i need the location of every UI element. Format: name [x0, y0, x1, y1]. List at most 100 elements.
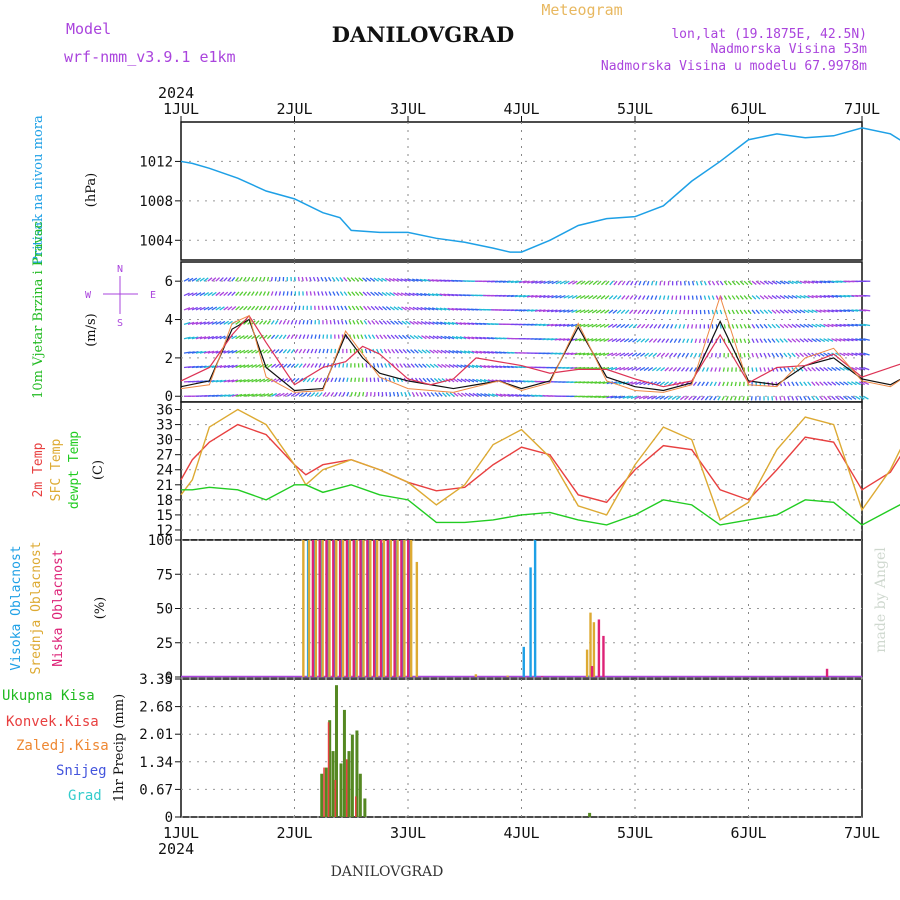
wind-arrow — [398, 334, 403, 340]
wind-arrow — [318, 392, 323, 397]
wind-arrow — [422, 377, 427, 383]
wind-arrow — [670, 324, 674, 329]
wind-arrow — [815, 381, 820, 386]
wind-arrow — [412, 278, 419, 282]
wind-arrow — [235, 393, 243, 397]
wind-arrow — [183, 321, 191, 325]
wind-arrow — [495, 393, 503, 397]
wind-arrow — [436, 349, 443, 354]
wind-arrow — [467, 322, 475, 325]
wind-arrow — [239, 291, 244, 296]
wind-arrow — [863, 323, 871, 327]
wind-arrow — [694, 338, 698, 344]
wind-arrow — [575, 323, 582, 328]
wind-arrow — [274, 320, 279, 325]
wind-arrow — [819, 309, 826, 313]
cloud-bar-mid — [403, 540, 406, 677]
wind-arrow — [510, 280, 518, 284]
wind-arrow — [235, 349, 242, 354]
wind-arrow — [334, 391, 338, 397]
wind-arrow — [799, 395, 803, 401]
wind-arrow — [839, 366, 845, 371]
wind-arrow — [763, 367, 766, 372]
wind-arrow — [819, 294, 827, 299]
wind-arrow — [783, 323, 789, 329]
wind-arrow — [431, 307, 439, 311]
cloud-bar-low — [332, 540, 335, 677]
wind-arrow — [642, 395, 650, 400]
wind-arrow — [389, 292, 395, 297]
cloud-bar-low — [372, 540, 376, 677]
wind-arrow — [408, 306, 415, 311]
wind-arrow — [455, 336, 463, 340]
wind-arrow — [341, 320, 344, 325]
wind-arrow — [364, 348, 368, 354]
wind-arrow — [734, 381, 737, 387]
wind-arrow — [324, 291, 328, 296]
wind-arrow — [286, 392, 293, 397]
wind-arrow — [582, 352, 590, 356]
wind-arrow — [827, 381, 833, 386]
wind-arrow — [637, 295, 642, 300]
precip-bar-conv — [345, 759, 348, 817]
wind-arrow — [606, 381, 614, 385]
wind-arrow — [835, 366, 841, 372]
wind-arrow — [278, 291, 282, 296]
wind-arrow — [739, 295, 744, 300]
wind-arrow — [294, 392, 300, 397]
wind-arrow — [819, 395, 824, 401]
wind-arrow — [378, 320, 384, 325]
wind-arrow — [191, 351, 199, 354]
wind-arrow — [635, 352, 642, 357]
wind-arrow — [491, 393, 499, 397]
wind-arrow — [831, 323, 838, 328]
wind-arrow — [731, 324, 735, 329]
wind-arrow — [747, 280, 753, 286]
wind-arrow — [219, 306, 225, 311]
wind-arrow — [251, 393, 258, 397]
wind-arrow — [831, 280, 839, 283]
wind-arrow — [803, 367, 808, 372]
wind-arrow — [294, 363, 299, 368]
wind-arrow — [487, 365, 495, 369]
wind-arrow — [333, 320, 336, 325]
wind-arrow — [598, 395, 606, 399]
wind-arrow — [555, 280, 562, 285]
wind-arrow — [546, 323, 554, 327]
wind-arrow — [362, 291, 368, 297]
wind-arrow — [475, 364, 483, 369]
wind-arrow — [440, 335, 447, 340]
wind-arrow — [464, 378, 471, 383]
wind-arrow — [547, 294, 554, 299]
wind-arrow — [203, 306, 210, 311]
wind-arrow — [835, 381, 841, 386]
wind-arrow — [620, 309, 626, 314]
wind-arrow — [755, 338, 759, 344]
wind-arrow — [464, 392, 471, 397]
wind-arrow — [183, 336, 191, 340]
wind-arrow — [855, 381, 861, 386]
precip-bar-total — [334, 685, 338, 817]
wind-arrow — [779, 309, 785, 314]
wind-arrow — [847, 323, 854, 327]
wind-arrow — [191, 292, 198, 297]
wind-arrow — [807, 309, 814, 314]
wind-arrow — [771, 309, 777, 314]
wind-arrow — [419, 278, 427, 282]
wind-arrow — [447, 321, 455, 325]
wind-arrow — [795, 280, 802, 285]
wind-arrow — [680, 367, 686, 372]
wind-arrow — [827, 366, 833, 372]
wind-arrow — [591, 338, 598, 342]
wind-arrow — [815, 309, 822, 313]
wind-max-line — [180, 294, 900, 393]
wind-arrow — [588, 295, 594, 300]
wind-arrow — [195, 306, 202, 311]
wind-arrow — [231, 291, 236, 297]
wind-arrow — [660, 366, 666, 372]
wind-arrow — [270, 291, 274, 296]
wind-arrow — [407, 391, 412, 397]
wind-arrow — [514, 294, 522, 298]
wind-arrow — [571, 309, 578, 313]
wind-arrow — [404, 278, 411, 282]
